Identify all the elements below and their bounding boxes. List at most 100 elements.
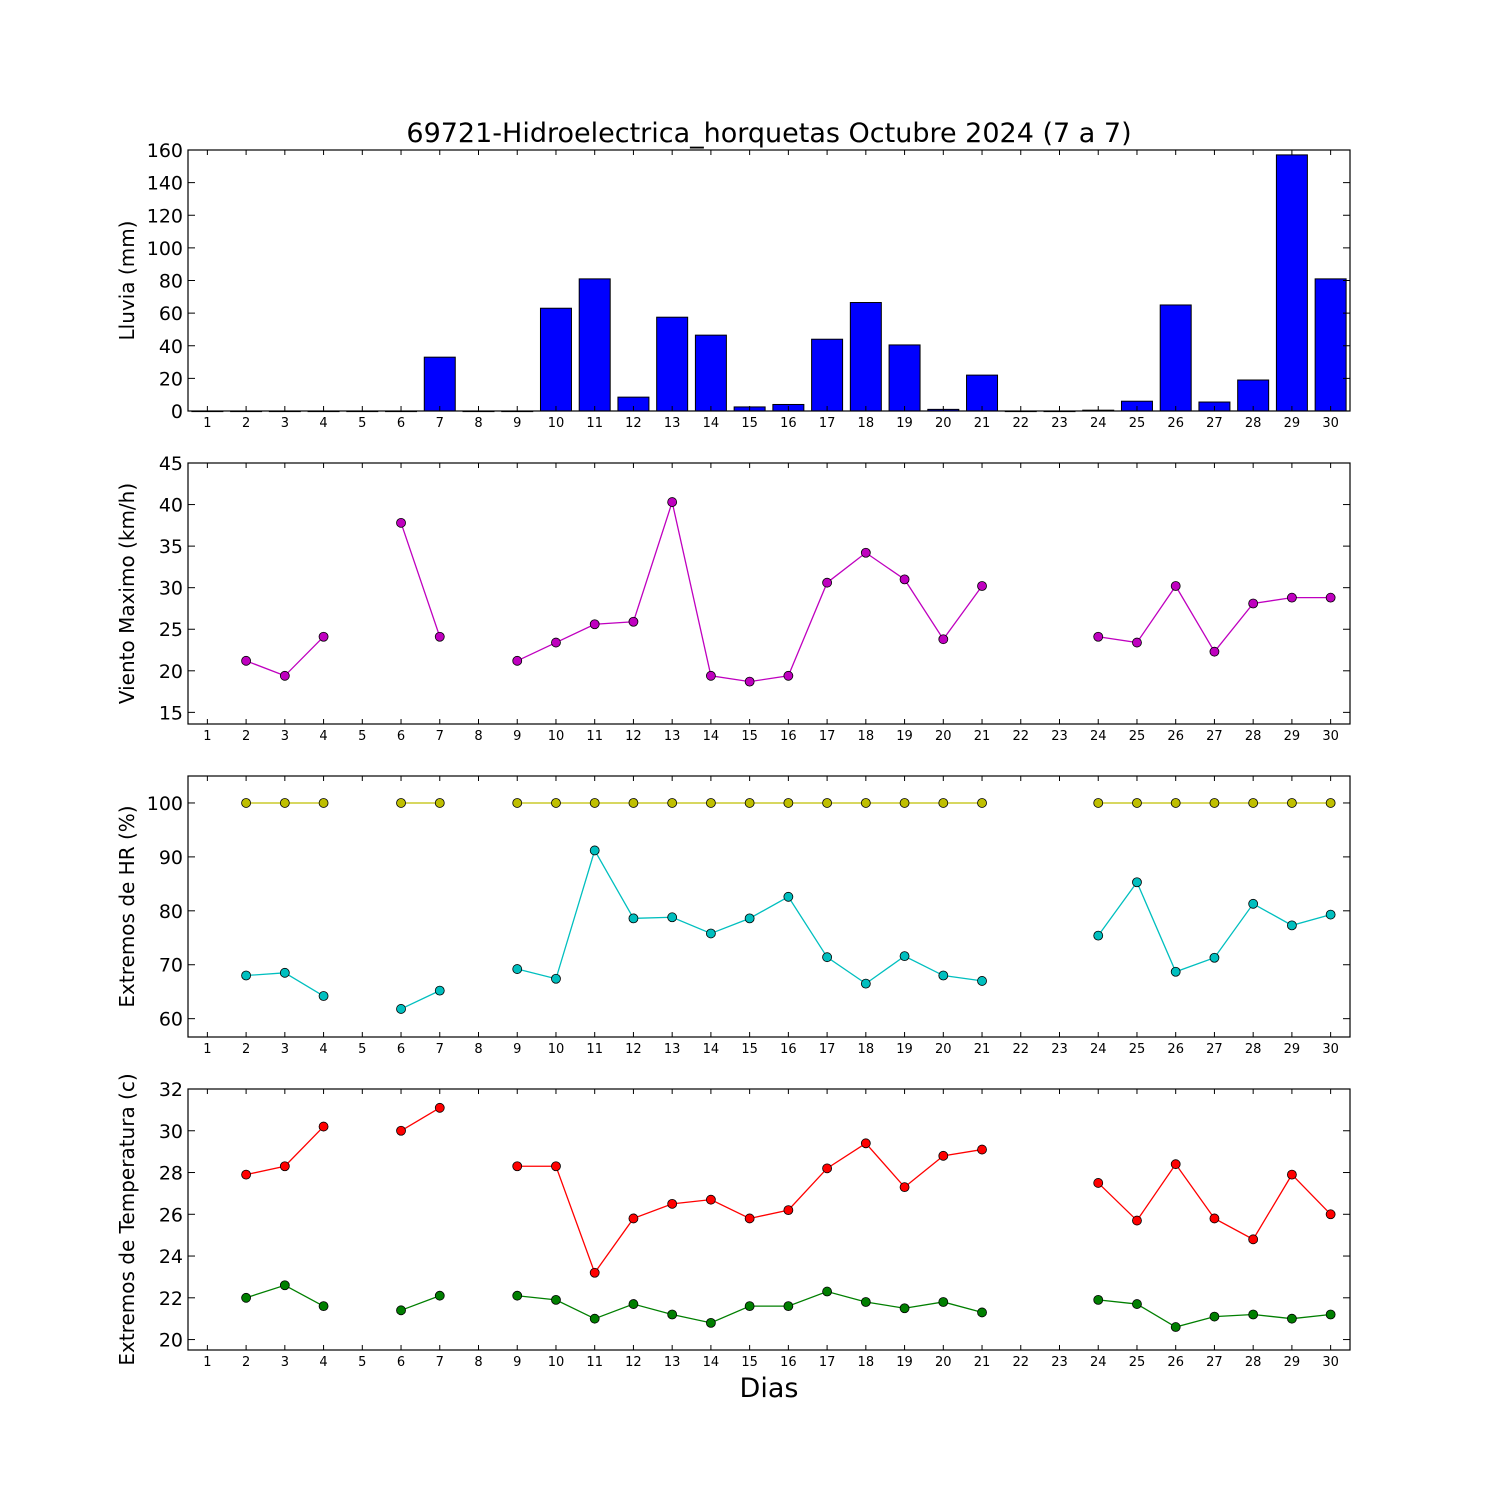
panel-2-xtick-label-17: 17 [819, 729, 836, 744]
panel-1-xtick-label-14: 14 [703, 416, 720, 431]
panel-3-series-2-point-7 [434, 985, 445, 996]
panel-1-bar-19 [888, 344, 921, 412]
panel-2-xtick-label-26: 26 [1167, 729, 1184, 744]
panel-4-series-2-point-14 [706, 1317, 716, 1328]
panel-3-xtick-label-28: 28 [1245, 1042, 1262, 1057]
panel-4-xtick-label-1: 1 [203, 1355, 211, 1370]
panel-2-xtick-label-19: 19 [896, 729, 913, 744]
panel-4-xtick-label-3: 3 [281, 1355, 289, 1370]
panel-3-xtick-label-9: 9 [513, 1042, 521, 1057]
panel-3-series-2-point-10 [551, 973, 561, 984]
panel-3-y-axis-label: Extremos de HR (%) [115, 805, 139, 1007]
panel-2-xtick-label-30: 30 [1322, 729, 1339, 744]
panel-1-bar-7 [423, 356, 456, 412]
panel-1-ytick-label-140: 140 [147, 173, 183, 195]
panel-2-ytick-label-30: 30 [159, 578, 183, 600]
panel-4-series-2-point-17 [822, 1286, 832, 1297]
panel-3-series-1-point-4 [318, 798, 329, 808]
panel-2-series-1-point-29 [1287, 592, 1297, 603]
panel-4-xtick-label-5: 5 [358, 1355, 366, 1370]
panel-1-ytick-label-0: 0 [171, 401, 183, 423]
panel-4-series-1-point-2 [241, 1169, 252, 1180]
panel-2-series-1-point-13 [667, 497, 678, 507]
panel-1-ytick-label-40: 40 [159, 336, 183, 358]
panel-3-series-1-point-14 [706, 798, 716, 808]
panel-3-xtick-label-8: 8 [474, 1042, 482, 1057]
panel-2-xtick-label-11: 11 [586, 729, 603, 744]
panel-1-bar-29 [1275, 154, 1308, 412]
panel-4-series-1-point-27 [1209, 1213, 1220, 1224]
panel-2-series-1-point-12 [628, 616, 639, 627]
panel-3-xtick-label-16: 16 [780, 1042, 797, 1057]
panel-3-series-2-point-4 [318, 991, 329, 1001]
panel-3-xtick-label-3: 3 [281, 1042, 289, 1057]
panel-3-series-1-point-7 [434, 798, 445, 808]
panel-3-series-2-point-21 [977, 976, 987, 986]
panel-1-xtick-label-11: 11 [586, 416, 603, 431]
panel-1-xtick-label-3: 3 [281, 416, 289, 431]
panel-1-xtick-label-13: 13 [664, 416, 681, 431]
panel-4-series-1-point-17 [822, 1163, 832, 1174]
panel-3-xtick-label-30: 30 [1322, 1042, 1339, 1057]
panel-4-y-axis-label: Extremos de Temperatura (c) [115, 1073, 139, 1365]
panel-3-series-1-point-26 [1170, 798, 1181, 808]
panel-4-series-1-point-12 [628, 1213, 639, 1224]
panel-4-series-2-point-20 [938, 1297, 949, 1307]
panel-3-ytick-label-80: 80 [159, 901, 183, 923]
panel-2-series-1-point-2 [241, 655, 252, 666]
panel-4-xtick-label-21: 21 [974, 1355, 991, 1370]
panel-4-series-1-point-10 [551, 1161, 561, 1172]
panel-2-xtick-label-12: 12 [625, 729, 642, 744]
panel-2-ytick-label-15: 15 [159, 702, 183, 724]
panel-2-series-1-point-25 [1132, 637, 1142, 648]
panel-1-xtick-label-5: 5 [358, 416, 366, 431]
panel-1-xtick-label-18: 18 [858, 416, 875, 431]
panel-3-xtick-label-25: 25 [1129, 1042, 1146, 1057]
panel-3-series-1-point-13 [667, 798, 678, 808]
panel-3-series-1-point-3 [279, 798, 290, 808]
panel-2-series-1-point-28 [1248, 598, 1259, 609]
panel-4-ytick-label-22: 22 [159, 1288, 183, 1310]
panel-1-background [188, 150, 1350, 411]
panel-2-series-1-point-24 [1093, 631, 1104, 642]
panel-3-series-1-point-19 [899, 798, 910, 808]
panel-3-ytick-label-100: 100 [147, 793, 183, 815]
panel-4-xtick-label-4: 4 [319, 1355, 327, 1370]
panel-2-series-1-point-3 [279, 670, 290, 681]
panel-3-xtick-label-10: 10 [548, 1042, 565, 1057]
panel-2-background [188, 463, 1350, 724]
panel-2-xtick-label-7: 7 [436, 729, 444, 744]
panel-3-series-2-point-14 [706, 928, 716, 939]
panel-4-series-1-point-21 [977, 1144, 987, 1155]
panel-3-xtick-label-22: 22 [1012, 1042, 1029, 1057]
panel-3-xtick-label-17: 17 [819, 1042, 836, 1057]
panel-4-xtick-label-22: 22 [1012, 1355, 1029, 1370]
panel-1-xtick-label-8: 8 [474, 416, 482, 431]
panel-2-ytick-label-25: 25 [159, 619, 183, 641]
panel-1-bar-21 [966, 374, 999, 412]
panel-4-series-2-point-25 [1132, 1299, 1142, 1309]
panel-1-xtick-label-17: 17 [819, 416, 836, 431]
panel-4-series-2-point-7 [434, 1290, 445, 1301]
panel-2-series-1-point-14 [706, 670, 716, 681]
panel-3-xtick-label-20: 20 [935, 1042, 952, 1057]
panel-2-series-1-point-19 [899, 574, 910, 585]
panel-2-xtick-label-22: 22 [1012, 729, 1029, 744]
panel-1-xtick-label-1: 1 [203, 416, 211, 431]
panel-2-series-1-line-2 [400, 522, 441, 637]
panel-2-series-1-point-10 [551, 637, 561, 648]
panel-2-xtick-label-23: 23 [1051, 729, 1068, 744]
panel-3-series-1-point-21 [977, 798, 987, 808]
panel-4-series-2-point-2 [241, 1292, 252, 1303]
panel-1-y-axis-label: Lluvia (mm) [115, 221, 139, 341]
panel-1-xtick-label-29: 29 [1284, 416, 1301, 431]
panel-1-xtick-label-25: 25 [1129, 416, 1146, 431]
panel-4-xtick-label-14: 14 [703, 1355, 720, 1370]
panel-4-ytick-label-32: 32 [159, 1079, 183, 1101]
panel-1-xtick-label-4: 4 [319, 416, 327, 431]
panel-2-xtick-label-4: 4 [319, 729, 327, 744]
chart-title: 69721-Hidroelectrica_horquetas Octubre 2… [406, 118, 1131, 149]
panel-2-series-1-point-18 [860, 547, 871, 558]
panel-2-xtick-label-25: 25 [1129, 729, 1146, 744]
